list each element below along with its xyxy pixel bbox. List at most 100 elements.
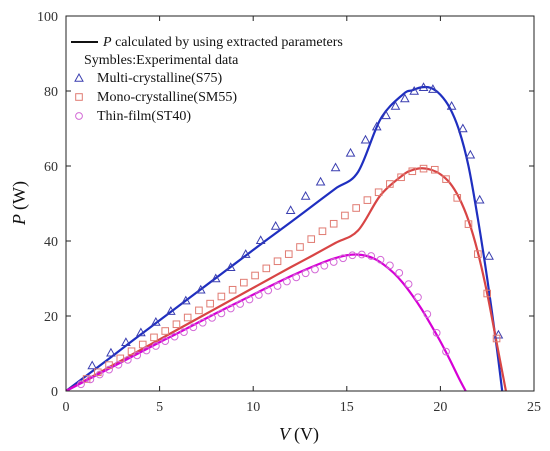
- legend-entries: Multi-crystalline(S75) Mono-crystalline(S…: [74, 71, 237, 124]
- mono-crystalline-data-marker: [195, 306, 203, 315]
- mono-crystalline-fit-curve: [66, 167, 508, 391]
- thin-film-data-marker: [123, 355, 132, 364]
- legend: P calculated by using extracted paramete…: [71, 35, 343, 124]
- thin-film-data-marker: [133, 351, 142, 360]
- multi-crystalline-data-marker: [371, 121, 382, 131]
- y-axis: 0 20 40 60 80 100: [37, 10, 534, 400]
- thin-film-data-marker: [189, 323, 198, 332]
- thin-film-data-marker: [151, 342, 160, 350]
- thin-film-data-marker: [254, 291, 263, 299]
- multi-crystalline-data-marker: [195, 284, 206, 294]
- multi-crystalline-data-marker: [121, 337, 131, 346]
- thin-film-data-marker: [329, 258, 338, 266]
- thin-film-data-marker: [320, 261, 329, 270]
- thin-film-data-marker: [385, 261, 394, 270]
- thin-film-data-marker: [282, 277, 291, 286]
- legend-marker-multi-crystalline: [74, 72, 84, 82]
- mono-crystalline-data-marker: [284, 250, 293, 258]
- mono-crystalline-data-marker: [161, 327, 170, 335]
- thin-film-data-marker: [404, 280, 413, 289]
- thin-film-data-marker: [339, 254, 347, 263]
- thin-film-data-marker: [226, 304, 235, 313]
- multi-crystalline-data-marker: [270, 220, 281, 230]
- legend-label-mono-crystalline: Mono-crystalline(SM55): [97, 90, 237, 105]
- multi-crystalline-data-marker: [390, 100, 401, 110]
- multi-crystalline-data-marker: [409, 85, 420, 95]
- mono-crystalline-data-marker: [453, 194, 462, 202]
- mono-crystalline-data-marker: [262, 264, 271, 273]
- multi-crystalline-data-marker: [180, 295, 191, 305]
- mono-crystalline-data-marker: [363, 196, 372, 204]
- multi-crystalline-data-marker: [330, 162, 341, 172]
- thin-film-data-marker: [414, 293, 422, 302]
- mono-crystalline-data-marker: [430, 165, 439, 174]
- multi-crystalline-data-marker: [106, 347, 116, 357]
- markers-group: [77, 82, 504, 389]
- mono-crystalline-data-marker: [386, 180, 394, 188]
- mono-crystalline-data-marker: [150, 333, 158, 342]
- multi-crystalline-data-marker: [151, 316, 161, 326]
- thin-film-data-marker: [217, 309, 226, 318]
- plot-area: [66, 16, 534, 391]
- y-tick-label: 100: [37, 10, 58, 25]
- mono-crystalline-data-marker: [307, 235, 316, 243]
- multi-crystalline-data-marker: [87, 360, 98, 370]
- thin-film-data-marker: [301, 269, 310, 278]
- multi-crystalline-data-marker: [136, 327, 146, 337]
- mono-crystalline-data-marker: [492, 334, 501, 343]
- thin-film-data-marker: [114, 360, 123, 369]
- y-tick-label: 40: [44, 235, 58, 250]
- multi-crystalline-data-marker: [474, 194, 485, 204]
- thin-film-data-marker: [292, 273, 301, 282]
- thin-film-data-marker: [208, 313, 216, 322]
- legend-heading: Symbles:Experimental data: [84, 53, 239, 68]
- multi-crystalline-data-marker: [428, 84, 438, 93]
- y-tick-label: 80: [44, 85, 58, 100]
- mono-crystalline-data-marker: [138, 340, 147, 349]
- multi-crystalline-data-marker: [465, 149, 476, 159]
- thin-film-data-marker: [311, 265, 319, 274]
- legend-marker-mono-crystalline: [75, 93, 83, 101]
- mono-crystalline-data-marker: [296, 243, 304, 251]
- x-tick-label: 20: [433, 400, 447, 415]
- multi-crystalline-data-marker: [345, 147, 356, 157]
- x-tick-label: 0: [63, 400, 70, 415]
- mono-crystalline-data-marker: [474, 250, 482, 258]
- mono-crystalline-data-marker: [172, 320, 181, 329]
- mono-crystalline-data-marker: [82, 375, 91, 383]
- plot-frame: [65, 15, 535, 392]
- multi-crystalline-data-marker: [360, 134, 371, 144]
- mono-crystalline-data-marker: [397, 173, 405, 182]
- legend-label-multi-crystalline: Multi-crystalline(S75): [97, 71, 223, 86]
- multi-crystalline-data-marker: [484, 250, 494, 260]
- legend-line-label: P calculated by using extracted paramete…: [102, 35, 343, 50]
- multi-crystalline-data-marker: [165, 306, 176, 315]
- multi-crystalline-data-marker: [418, 82, 429, 91]
- multi-crystalline-data-marker: [399, 93, 410, 103]
- thin-film-data-marker: [77, 380, 85, 389]
- thin-film-data-marker: [273, 282, 282, 290]
- mono-crystalline-data-marker: [352, 204, 360, 212]
- thin-film-data-marker: [105, 365, 113, 374]
- multi-crystalline-data-marker: [225, 262, 236, 271]
- mono-crystalline-data-marker: [464, 220, 473, 228]
- thin-film-data-marker: [236, 300, 244, 308]
- y-tick-label: 0: [51, 385, 58, 400]
- mono-crystalline-data-marker: [273, 257, 282, 266]
- mono-crystalline-data-marker: [329, 219, 338, 228]
- legend-label-thin-film: Thin-film(ST40): [97, 109, 191, 124]
- mono-crystalline-data-marker: [419, 164, 428, 173]
- x-tick-label: 25: [527, 400, 541, 415]
- thin-film-data-marker: [348, 251, 357, 260]
- legend-marker-thin-film: [75, 112, 83, 120]
- mono-crystalline-data-marker: [105, 361, 113, 369]
- x-axis-title: V (V): [279, 424, 319, 445]
- mono-crystalline-data-marker: [206, 299, 214, 308]
- multi-crystalline-data-marker: [300, 190, 311, 200]
- mono-crystalline-data-marker: [127, 347, 136, 356]
- thin-film-data-marker: [95, 370, 104, 379]
- mono-crystalline-data-marker: [483, 289, 491, 298]
- multi-crystalline-data-marker: [315, 176, 326, 186]
- y-axis-title: P(W): [9, 181, 30, 226]
